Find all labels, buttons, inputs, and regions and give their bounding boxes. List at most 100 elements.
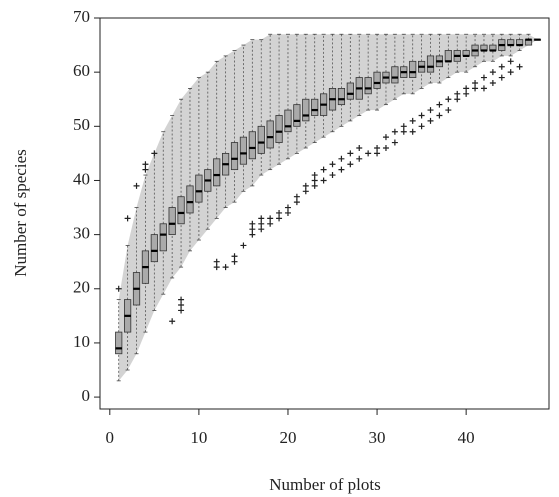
outlier [142,161,149,168]
outlier [382,134,389,141]
outlier [302,182,309,189]
outlier [320,166,327,173]
outlier [374,150,381,157]
outlier [213,258,220,265]
outlier [293,193,300,200]
y-tick-label: 0 [82,386,91,405]
outlier [391,139,398,146]
outlier [400,123,407,130]
y-tick-label: 10 [73,332,90,351]
outlier [507,69,514,76]
outlier [472,79,479,86]
outlier [258,220,265,227]
box [248,131,256,160]
x-tick-label: 10 [190,428,207,447]
outlier [463,85,470,92]
outlier [311,182,318,189]
outlier [302,188,309,195]
y-tick-label: 50 [73,115,90,134]
outlier [311,177,318,184]
outlier [329,172,336,179]
box [115,331,123,355]
x-tick-label: 40 [458,428,475,447]
outlier [454,90,461,97]
outlier [365,150,372,157]
outlier [400,128,407,135]
outlier [293,199,300,206]
plot-frame [99,17,550,410]
outlier [436,112,443,119]
box [213,158,221,187]
outlier [463,90,470,97]
box [195,174,203,203]
outlier [507,58,514,65]
outlier [516,63,523,70]
box [159,223,167,252]
box [373,71,381,89]
box [275,115,283,143]
outlier [498,74,505,81]
outlier [249,226,256,233]
y-axis-label: Number of species [11,149,30,276]
outlier [382,144,389,151]
outlier [320,177,327,184]
outlier [347,161,354,168]
outlier [213,264,220,271]
box [177,196,185,225]
outlier [276,209,283,216]
outlier [169,318,176,325]
outlier [409,128,416,135]
outlier [436,101,443,108]
outlier [249,231,256,238]
box [391,66,399,84]
box [150,234,158,263]
outlier [284,209,291,216]
box [266,120,274,149]
outlier [489,69,496,76]
x-tick-label: 30 [369,428,386,447]
box [230,142,239,171]
box [168,207,176,236]
outlier [472,85,479,92]
outlier [231,253,238,260]
y-tick-label: 40 [73,169,90,188]
outlier [445,96,452,103]
box [426,55,435,73]
box [302,98,310,122]
outlier [178,296,185,303]
y-tick-label: 30 [73,224,90,243]
outlier [480,85,487,92]
outlier [222,264,229,271]
outlier [178,307,185,314]
outlier [240,242,247,249]
box [346,82,354,100]
box [257,125,265,154]
box [293,104,301,127]
outlier [311,172,318,179]
outlier [178,302,185,309]
outlier [329,161,336,168]
outlier [276,215,283,222]
outlier [454,96,461,103]
outlier [124,215,131,222]
outlier [427,117,434,124]
box [444,50,452,62]
band [118,34,538,381]
outlier [267,215,274,222]
outlier [374,144,381,151]
outlier [142,166,149,173]
outlier [356,144,363,151]
outlier [391,128,398,135]
outlier [347,150,354,157]
outlier [151,150,158,157]
outlier [267,220,274,227]
box [409,60,417,78]
outlier [338,155,345,162]
outlier [480,74,487,81]
outlier [427,107,434,114]
outlier [258,215,265,222]
outlier [338,166,345,173]
outlier [418,123,425,130]
box [186,185,194,214]
